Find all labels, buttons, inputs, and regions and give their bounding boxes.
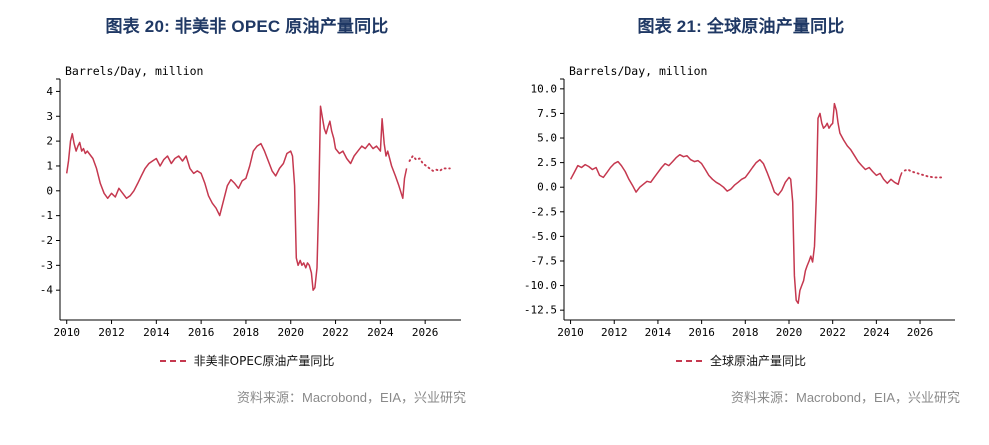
y-tick-label: -10.0: [523, 279, 556, 292]
series: [65, 105, 451, 291]
history-line: [569, 102, 903, 305]
x-tick-label: 2016: [688, 326, 715, 339]
line-chart: 4 3 2 1 0 -1 -2 -3 -4 2010 2012 2014 2016 2018 2020 202…: [39, 64, 461, 339]
history-line: [65, 105, 407, 291]
x-tick-label: 2014: [143, 326, 170, 339]
y-tick-label: -2: [39, 234, 52, 247]
figure-global: 图表 21: 全球原油产量同比 10.0 7.5 5.0 2.5 0.0 -2.5 -5.0…: [494, 6, 988, 445]
y-tick-label: -3: [39, 259, 52, 272]
y-tick-label: 4: [46, 85, 53, 98]
y-tick-label: -2.5: [530, 205, 557, 218]
x-tick-label: 2018: [232, 326, 258, 339]
legend-dash-icon: [159, 359, 186, 362]
y-tick-label: -4: [39, 284, 53, 297]
legend-label: 全球原油产量同比: [709, 354, 806, 368]
series: [569, 102, 945, 305]
legend-label: 非美非OPEC原油产量同比: [193, 354, 335, 368]
legend: 非美非OPEC原油产量同比: [159, 352, 335, 369]
x-tick-label: 2012: [98, 326, 125, 339]
legend-dash-icon: [675, 359, 702, 362]
y-tick-label: 1: [46, 159, 53, 172]
x-tick-label: 2026: [411, 326, 438, 339]
line-chart: 10.07.55.02.50.0-2.5-5.0-7.5-10.0-12.520…: [523, 64, 955, 339]
x-tick-label: 2022: [322, 326, 349, 339]
y-tick-label: 2.5: [537, 156, 557, 169]
x-tick-label: 2010: [557, 326, 584, 339]
y-tick-label: 2: [46, 135, 53, 148]
x-tick-label: 2014: [644, 326, 671, 339]
y-tick-label: -12.5: [523, 304, 556, 317]
unit-label: Barrels/Day, million: [569, 64, 707, 78]
y-tick-label: 5.0: [537, 132, 557, 145]
figure-nonus-nonopec: 图表 20: 非美非 OPEC 原油产量同比 4 3 2 1 0 -1 -2 -3 -4 2010…: [0, 6, 494, 445]
x-tick-label: 2010: [53, 326, 80, 339]
x-tick-label: 2018: [732, 326, 759, 339]
x-tick-label: 2026: [906, 326, 933, 339]
legend: 全球原油产量同比: [675, 352, 806, 369]
unit-label: Barrels/Day, million: [65, 64, 203, 78]
chart-title: 图表 20: 非美非 OPEC 原油产量同比: [105, 17, 389, 36]
y-tick-label: -7.5: [530, 254, 557, 267]
chart-title: 图表 21: 全球原油产量同比: [637, 17, 845, 36]
y-tick-label: -1: [39, 209, 52, 222]
source-caption: 资料来源：Macrobond，EIA，兴业研究: [237, 390, 466, 405]
y-tick-label: 10.0: [530, 82, 557, 95]
forecast-line: [903, 168, 945, 179]
y-tick-label: 0: [46, 184, 53, 197]
source-caption: 资料来源：Macrobond，EIA，兴业研究: [731, 390, 960, 405]
x-tick-label: 2020: [775, 326, 802, 339]
y-tick-label: 3: [46, 110, 53, 123]
axes: 4 3 2 1 0 -1 -2 -3 -4 2010 2012 2014 2016 2018 2020 202…: [39, 78, 461, 339]
axes: 10.07.55.02.50.0-2.5-5.0-7.5-10.0-12.520…: [523, 78, 955, 339]
x-tick-label: 2024: [367, 326, 394, 339]
y-tick-label: 0.0: [537, 181, 557, 194]
y-tick-label: -5.0: [530, 230, 557, 243]
x-tick-label: 2020: [277, 326, 304, 339]
x-tick-label: 2022: [819, 326, 846, 339]
x-tick-label: 2016: [187, 326, 214, 339]
x-tick-label: 2024: [863, 326, 890, 339]
x-tick-label: 2012: [600, 326, 627, 339]
y-tick-label: 7.5: [537, 107, 557, 120]
forecast-line: [408, 155, 451, 172]
